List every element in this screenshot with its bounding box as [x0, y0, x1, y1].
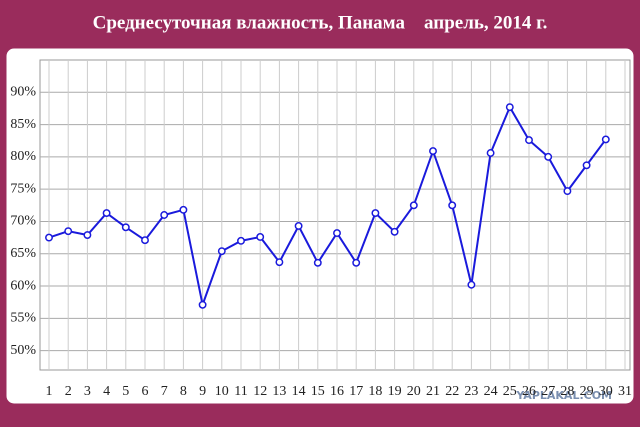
point — [313, 258, 322, 267]
point — [390, 227, 399, 236]
x-tick-label: 20 — [407, 384, 421, 399]
x-tick-label: 24 — [484, 384, 498, 399]
point — [275, 258, 284, 267]
y-tick-label: 70% — [10, 214, 36, 229]
point — [486, 149, 495, 157]
point — [64, 227, 73, 236]
point — [505, 103, 514, 112]
panel — [5, 47, 635, 405]
point — [601, 135, 610, 144]
x-tick-label: 25 — [503, 384, 517, 399]
point — [525, 136, 533, 145]
point — [179, 205, 188, 214]
point — [352, 258, 361, 267]
point — [563, 187, 572, 196]
x-tick-label: 2 — [65, 384, 72, 399]
x-tick-label: 23 — [464, 384, 478, 399]
x-tick-label: 14 — [292, 384, 306, 399]
x-tick-label: 22 — [445, 384, 459, 399]
watermark: YAPLAKAL.COM — [515, 389, 612, 402]
point — [217, 247, 226, 256]
x-tick-label: 8 — [180, 384, 187, 399]
chart-title: Среднесуточная влажность, Панама апрель,… — [93, 12, 548, 33]
x-tick-label: 18 — [368, 384, 382, 399]
x-tick-label: 15 — [311, 384, 325, 399]
y-tick-label: 85% — [10, 117, 36, 132]
y-tick-label: 75% — [10, 181, 36, 196]
y-tick-label: 80% — [10, 149, 36, 164]
plot-area — [39, 59, 631, 371]
x-tick-label: 17 — [349, 384, 363, 399]
x-tick-label: 13 — [272, 384, 286, 399]
point — [198, 300, 207, 309]
x-tick-label: 3 — [84, 384, 91, 399]
point — [333, 229, 341, 238]
x-tick-label: 30 — [599, 384, 613, 399]
x-tick-label: 28 — [560, 384, 574, 399]
x-tick-label: 10 — [215, 384, 229, 399]
point — [371, 209, 380, 218]
x-tick-label: 19 — [388, 384, 402, 399]
point — [45, 233, 53, 242]
point — [448, 201, 457, 210]
x-tick-label: 16 — [330, 384, 344, 399]
x-tick-label: 11 — [234, 384, 247, 399]
x-tick-label: 9 — [199, 384, 206, 399]
point — [544, 152, 553, 161]
point — [83, 231, 92, 239]
y-tick-label: 55% — [10, 311, 36, 326]
point — [582, 161, 591, 170]
x-tick-label: 21 — [426, 384, 440, 399]
x-tick-label: 7 — [161, 384, 168, 399]
point — [102, 209, 111, 218]
point — [160, 211, 169, 219]
x-tick-label: 26 — [522, 384, 536, 399]
point — [294, 222, 303, 230]
point — [121, 223, 130, 232]
x-tick-label: 1 — [46, 384, 53, 399]
point — [467, 280, 476, 289]
x-tick-label: 6 — [142, 384, 149, 399]
point — [409, 201, 418, 210]
x-tick-label: 5 — [122, 384, 129, 399]
point — [141, 236, 149, 245]
x-tick-label: 12 — [253, 384, 267, 399]
y-tick-label: 60% — [10, 278, 36, 293]
y-tick-label: 50% — [10, 343, 36, 358]
y-tick-label: 65% — [10, 246, 36, 261]
x-tick-label: 4 — [103, 384, 110, 399]
x-tick-label: 29 — [580, 384, 594, 399]
point — [237, 236, 245, 245]
x-tick-label: 27 — [541, 384, 555, 399]
point — [429, 147, 437, 156]
x-tick-label: 31 — [618, 384, 632, 399]
point — [256, 233, 265, 241]
y-tick-label: 90% — [10, 85, 36, 100]
